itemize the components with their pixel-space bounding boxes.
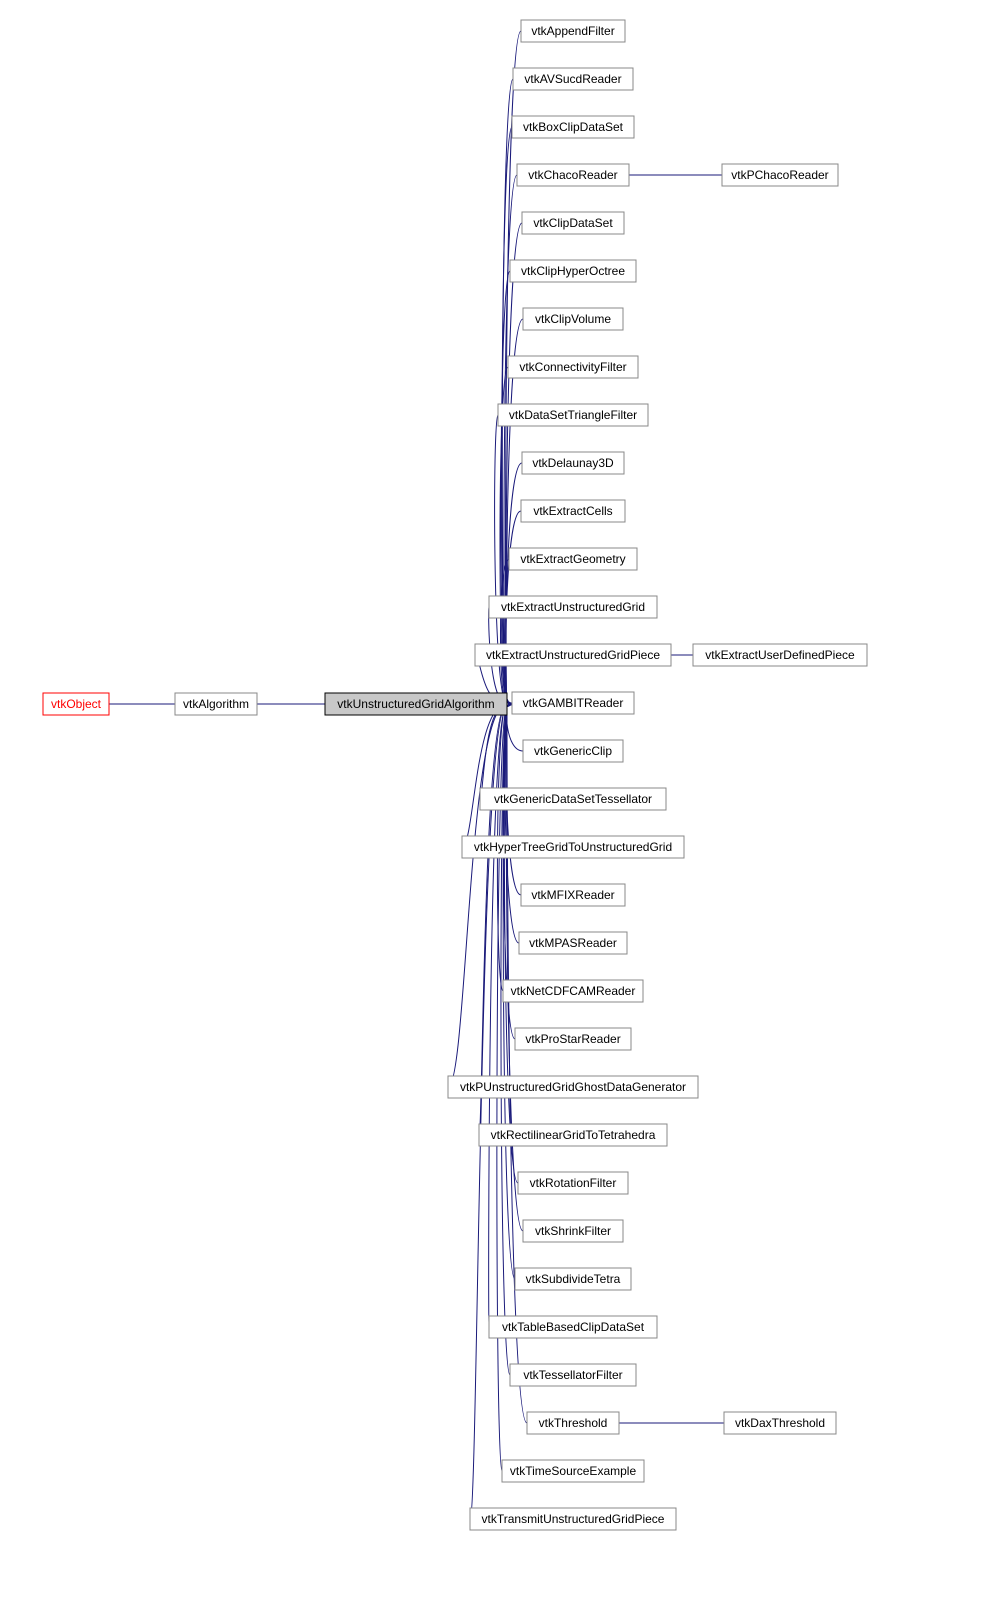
node-n5[interactable]: vtkClipHyperOctree bbox=[510, 260, 636, 282]
node-vtkObject[interactable]: vtkObject bbox=[43, 693, 109, 715]
node-vtkAlgorithm[interactable]: vtkAlgorithm bbox=[175, 693, 257, 715]
node-label: vtkExtractUnstructuredGrid bbox=[501, 600, 645, 614]
node-label: vtkClipVolume bbox=[535, 312, 611, 326]
node-n22[interactable]: vtkPUnstructuredGridGhostDataGenerator bbox=[448, 1076, 698, 1098]
node-label: vtkTableBasedClipDataSet bbox=[502, 1320, 645, 1334]
node-n19[interactable]: vtkMPASReader bbox=[519, 932, 627, 954]
node-label: vtkChacoReader bbox=[528, 168, 617, 182]
node-label: vtkPChacoReader bbox=[731, 168, 828, 182]
node-n7[interactable]: vtkConnectivityFilter bbox=[508, 356, 638, 378]
node-n21[interactable]: vtkProStarReader bbox=[515, 1028, 631, 1050]
node-label: vtkAVSucdReader bbox=[524, 72, 621, 86]
node-n6[interactable]: vtkClipVolume bbox=[523, 308, 623, 330]
node-label: vtkExtractUserDefinedPiece bbox=[705, 648, 855, 662]
node-n29[interactable]: vtkThreshold bbox=[527, 1412, 619, 1434]
node-label: vtkMPASReader bbox=[529, 936, 617, 950]
node-n31[interactable]: vtkTransmitUnstructuredGridPiece bbox=[470, 1508, 676, 1530]
node-label: vtkAlgorithm bbox=[183, 697, 249, 711]
node-label: vtkMFIXReader bbox=[531, 888, 614, 902]
node-label: vtkClipHyperOctree bbox=[521, 264, 625, 278]
node-n28[interactable]: vtkTessellatorFilter bbox=[510, 1364, 636, 1386]
node-c0[interactable]: vtkPChacoReader bbox=[722, 164, 838, 186]
node-label: vtkExtractCells bbox=[533, 504, 612, 518]
node-c2[interactable]: vtkDaxThreshold bbox=[724, 1412, 836, 1434]
node-n15[interactable]: vtkGenericClip bbox=[523, 740, 623, 762]
node-n14[interactable]: vtkGAMBITReader bbox=[512, 692, 634, 714]
node-n23[interactable]: vtkRectilinearGridToTetrahedra bbox=[479, 1124, 667, 1146]
node-n25[interactable]: vtkShrinkFilter bbox=[523, 1220, 623, 1242]
node-label: vtkGAMBITReader bbox=[523, 696, 624, 710]
node-label: vtkRectilinearGridToTetrahedra bbox=[491, 1128, 656, 1142]
node-n12[interactable]: vtkExtractUnstructuredGrid bbox=[489, 596, 657, 618]
node-n8[interactable]: vtkDataSetTriangleFilter bbox=[498, 404, 648, 426]
node-n11[interactable]: vtkExtractGeometry bbox=[509, 548, 637, 570]
node-label: vtkGenericDataSetTessellator bbox=[494, 792, 652, 806]
node-n20[interactable]: vtkNetCDFCAMReader bbox=[503, 980, 643, 1002]
node-n9[interactable]: vtkDelaunay3D bbox=[522, 452, 624, 474]
node-n2[interactable]: vtkBoxClipDataSet bbox=[512, 116, 634, 138]
node-label: vtkSubdivideTetra bbox=[526, 1272, 621, 1286]
node-label: vtkObject bbox=[51, 697, 102, 711]
node-label: vtkClipDataSet bbox=[533, 216, 613, 230]
node-label: vtkExtractUnstructuredGridPiece bbox=[486, 648, 660, 662]
node-label: vtkExtractGeometry bbox=[520, 552, 625, 566]
node-label: vtkDataSetTriangleFilter bbox=[509, 408, 637, 422]
node-label: vtkTransmitUnstructuredGridPiece bbox=[482, 1512, 665, 1526]
node-n10[interactable]: vtkExtractCells bbox=[521, 500, 625, 522]
node-n26[interactable]: vtkSubdivideTetra bbox=[515, 1268, 631, 1290]
node-label: vtkTimeSourceExample bbox=[510, 1464, 637, 1478]
node-n16[interactable]: vtkGenericDataSetTessellator bbox=[480, 788, 666, 810]
node-label: vtkUnstructuredGridAlgorithm bbox=[337, 697, 494, 711]
node-n27[interactable]: vtkTableBasedClipDataSet bbox=[489, 1316, 657, 1338]
node-label: vtkAppendFilter bbox=[531, 24, 614, 38]
node-label: vtkDaxThreshold bbox=[735, 1416, 825, 1430]
node-label: vtkTessellatorFilter bbox=[523, 1368, 622, 1382]
node-n30[interactable]: vtkTimeSourceExample bbox=[502, 1460, 644, 1482]
node-label: vtkGenericClip bbox=[534, 744, 612, 758]
node-label: vtkShrinkFilter bbox=[535, 1224, 611, 1238]
node-n1[interactable]: vtkAVSucdReader bbox=[513, 68, 633, 90]
node-label: vtkConnectivityFilter bbox=[519, 360, 626, 374]
node-n4[interactable]: vtkClipDataSet bbox=[522, 212, 624, 234]
node-n18[interactable]: vtkMFIXReader bbox=[521, 884, 625, 906]
node-n3[interactable]: vtkChacoReader bbox=[517, 164, 629, 186]
node-label: vtkThreshold bbox=[539, 1416, 608, 1430]
node-label: vtkProStarReader bbox=[525, 1032, 620, 1046]
node-label: vtkPUnstructuredGridGhostDataGenerator bbox=[460, 1080, 686, 1094]
node-label: vtkNetCDFCAMReader bbox=[511, 984, 636, 998]
node-label: vtkHyperTreeGridToUnstructuredGrid bbox=[474, 840, 672, 854]
node-n13[interactable]: vtkExtractUnstructuredGridPiece bbox=[475, 644, 671, 666]
node-label: vtkBoxClipDataSet bbox=[523, 120, 624, 134]
node-label: vtkDelaunay3D bbox=[532, 456, 614, 470]
edge bbox=[507, 704, 527, 1423]
node-n24[interactable]: vtkRotationFilter bbox=[518, 1172, 628, 1194]
node-n0[interactable]: vtkAppendFilter bbox=[521, 20, 625, 42]
node-n17[interactable]: vtkHyperTreeGridToUnstructuredGrid bbox=[462, 836, 684, 858]
node-label: vtkRotationFilter bbox=[530, 1176, 617, 1190]
node-c1[interactable]: vtkExtractUserDefinedPiece bbox=[693, 644, 867, 666]
node-center[interactable]: vtkUnstructuredGridAlgorithm bbox=[325, 693, 507, 715]
